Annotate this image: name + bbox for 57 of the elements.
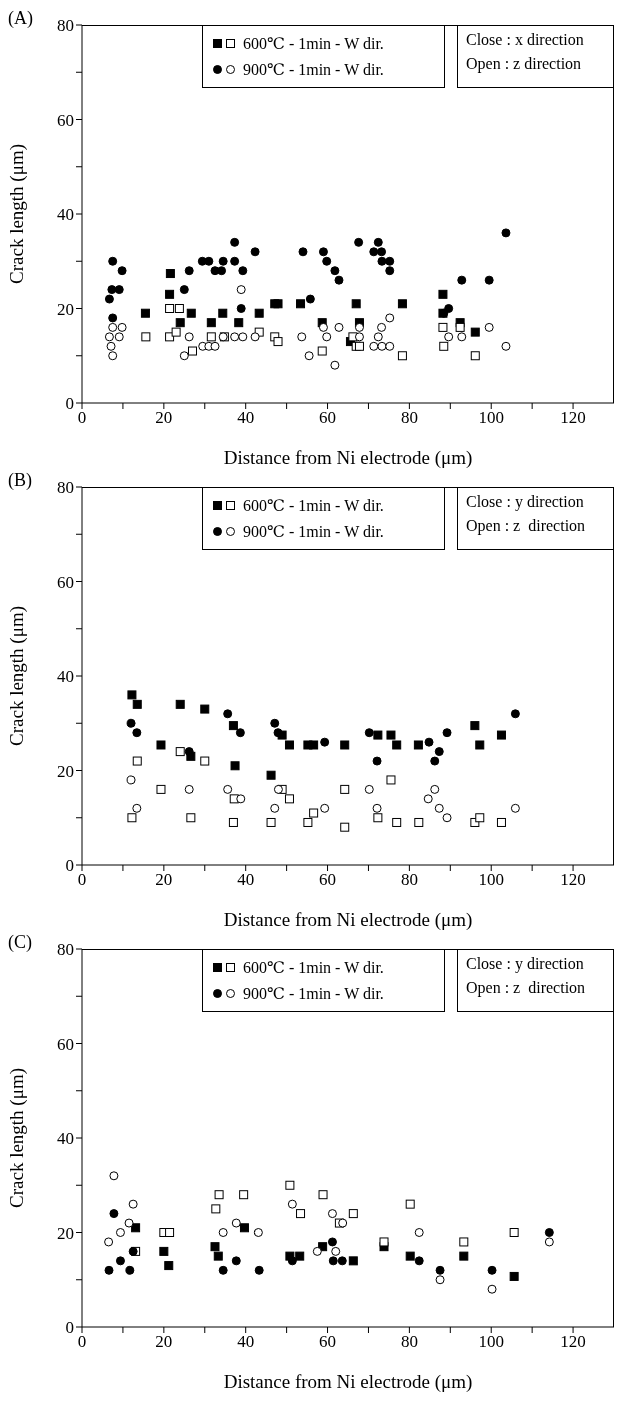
y-tick-label: 60 [57,110,74,130]
x-tick-label: 80 [400,870,418,890]
x-axis-title: Distance from Ni electrode (μm) [223,447,473,469]
y-tick-label: 40 [57,1129,74,1149]
annotation: Close : x direction [466,31,585,50]
legend-label: 900℃ - 1min - W dir. [243,521,384,541]
y-axis-title: Crack length (μm) [5,1068,28,1208]
legend-label: 600℃ - 1min - W dir. [243,957,384,977]
x-axis-title: Distance from Ni electrode (μm) [223,909,473,931]
y-axis-title: Crack length (μm) [5,144,28,284]
y-tick-label: 40 [57,205,74,225]
x-tick-label: 40 [237,408,255,428]
y-tick-label: 60 [57,1034,74,1054]
chart-title: (B) [8,470,32,491]
annotation: Open : z direction [466,979,587,999]
annotation: Close : y direction [466,493,585,513]
x-tick-label: 20 [155,870,173,890]
chart-title: (C) [8,932,32,953]
x-tick-label: 20 [155,408,173,428]
legend-label: 900℃ - 1min - W dir. [243,983,384,1003]
y-tick-label: 0 [65,1318,74,1338]
x-tick-label: 100 [478,1332,504,1352]
y-tick-label: 80 [57,16,74,36]
x-tick-label: 120 [560,1332,586,1352]
annotation: Open : z direction [466,517,587,537]
x-tick-label: 80 [400,1332,418,1352]
y-tick-label: 40 [57,667,74,687]
x-tick-label: 60 [319,870,337,890]
legend-label: 600℃ - 1min - W dir. [243,495,384,515]
x-tick-label: 120 [560,870,586,890]
legend-label: 900℃ - 1min - W dir. [243,59,384,79]
y-tick-label: 0 [65,394,74,414]
y-tick-label: 20 [57,761,74,781]
y-tick-label: 80 [57,478,74,498]
x-tick-label: 100 [478,870,504,890]
legend-label: 600℃ - 1min - W dir. [243,33,384,53]
y-tick-label: 0 [65,856,74,876]
y-tick-label: 20 [57,1223,74,1243]
chart-title: (A) [8,8,33,29]
x-axis-title: Distance from Ni electrode (μm) [223,1371,473,1393]
y-axis-title: Crack length (μm) [5,606,28,746]
y-tick-label: 80 [57,940,74,960]
x-tick-label: 100 [478,408,504,428]
x-tick-label: 40 [237,870,255,890]
x-tick-label: 60 [319,408,337,428]
x-tick-label: 80 [400,408,418,428]
note-box: Close : y direction Open : z direction [457,487,614,550]
annotation: Close : y direction [466,955,585,975]
annotation: Open : z direction [466,55,583,75]
y-tick-label: 20 [57,299,74,319]
x-tick-label: 60 [319,1332,337,1352]
x-tick-label: 20 [155,1332,173,1352]
x-tick-label: 120 [560,408,586,428]
y-tick-label: 60 [57,572,74,592]
note-box: Close : y direction Open : z direction [457,949,614,1012]
x-tick-label: 40 [237,1332,255,1352]
note-box: Close : x direction Open : z direction [457,25,614,88]
